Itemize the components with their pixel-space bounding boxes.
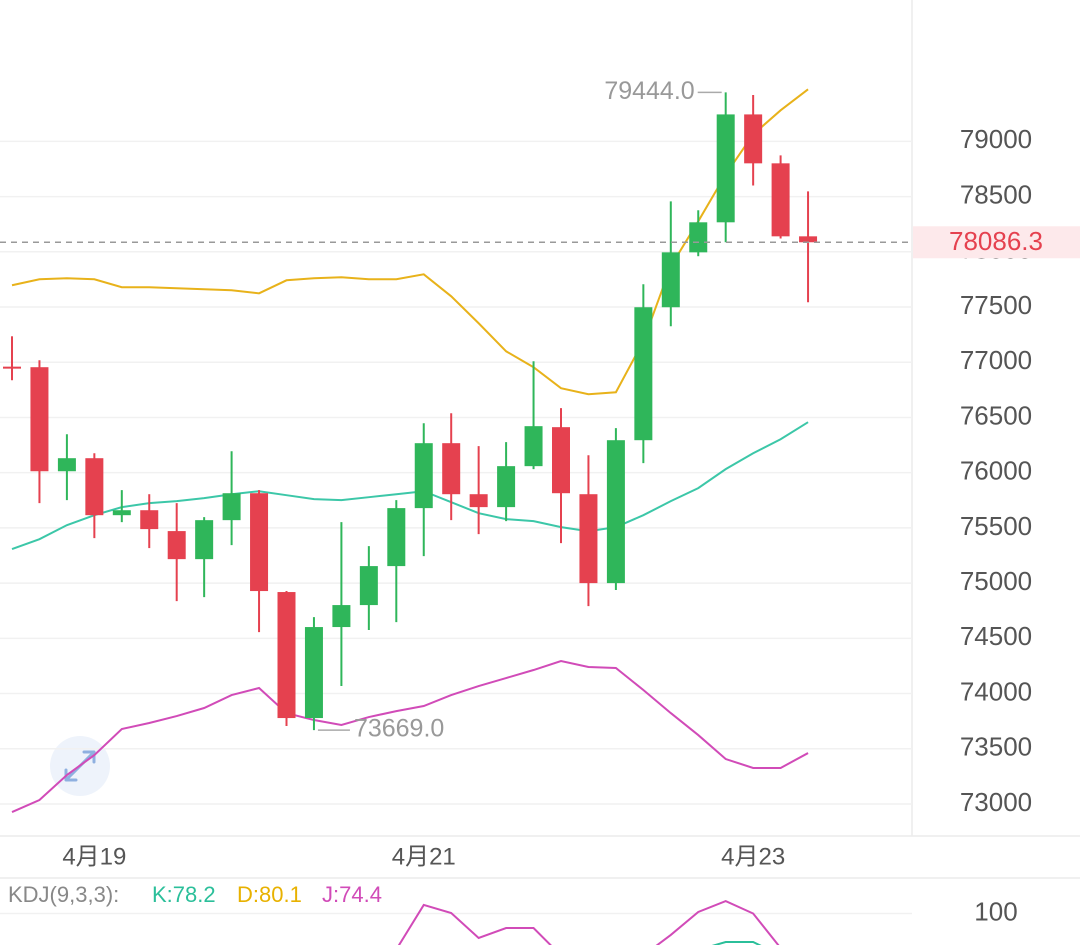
y-tick-label: 79000 [960, 124, 1032, 154]
candle-body [195, 520, 214, 560]
last-price-tag [913, 226, 1080, 259]
candle-body [112, 510, 131, 516]
y-tick-label: 74000 [960, 676, 1032, 706]
y-tick-label: 76500 [960, 400, 1032, 430]
candle-body [442, 443, 461, 495]
y-tick-label: 77000 [960, 345, 1032, 375]
candle-body [387, 508, 406, 567]
y-tick-label: 75000 [960, 566, 1032, 596]
x-tick-label: 4月19 [62, 843, 126, 870]
plot-area [0, 88, 912, 813]
y-tick-label: 78500 [960, 179, 1032, 209]
candle-body [332, 605, 351, 628]
x-tick-label: 4月23 [721, 843, 785, 870]
legend-entry: D:80.1 [237, 882, 302, 907]
indicator-line [397, 899, 780, 945]
indicator-line [711, 941, 762, 945]
candle-body [277, 592, 296, 719]
candle-body [85, 458, 104, 516]
y-tick-label: 75500 [960, 511, 1032, 541]
candle-body [222, 493, 241, 521]
legend-entry: J:74.4 [322, 882, 382, 907]
y-tick-label: 77500 [960, 290, 1032, 320]
candle-body [57, 458, 76, 472]
candle-body [552, 427, 570, 494]
y-tick-label: 73000 [960, 787, 1032, 817]
annotation: 73669.0 [354, 715, 444, 743]
candle-body [414, 443, 433, 509]
x-tick-label: 4月21 [392, 843, 456, 870]
candle-body [606, 440, 625, 584]
y-tick-label: 73500 [960, 732, 1032, 762]
band-line [11, 660, 809, 813]
candle-body [359, 566, 378, 606]
candle-body [167, 531, 186, 560]
candle-body [579, 494, 598, 584]
legend-entry: K:78.2 [152, 882, 216, 907]
candle-body [771, 163, 790, 237]
band-line [11, 421, 809, 551]
candle-body [689, 222, 708, 253]
candle-body [3, 366, 21, 369]
candle-body [497, 466, 516, 508]
candle-body [250, 493, 269, 592]
candle-body [524, 426, 543, 467]
candle-body [304, 627, 323, 719]
candle-body [661, 252, 680, 308]
y-tick-label: 100 [974, 896, 1017, 926]
candle-body [799, 236, 818, 243]
candle-body [469, 494, 488, 508]
candle-body [744, 114, 763, 164]
candle-body [634, 307, 653, 441]
candle-body [30, 367, 49, 472]
candle-body [716, 114, 735, 223]
annotation: 79444.0 [604, 77, 694, 105]
last-price-label: 78086.3 [949, 226, 1043, 256]
y-tick-label: 76000 [960, 456, 1032, 486]
candle-body [140, 510, 159, 530]
indicator-title: KDJ(9,3,3): [8, 882, 119, 907]
indicator-area [0, 899, 912, 945]
y-tick-label: 74500 [960, 621, 1032, 651]
